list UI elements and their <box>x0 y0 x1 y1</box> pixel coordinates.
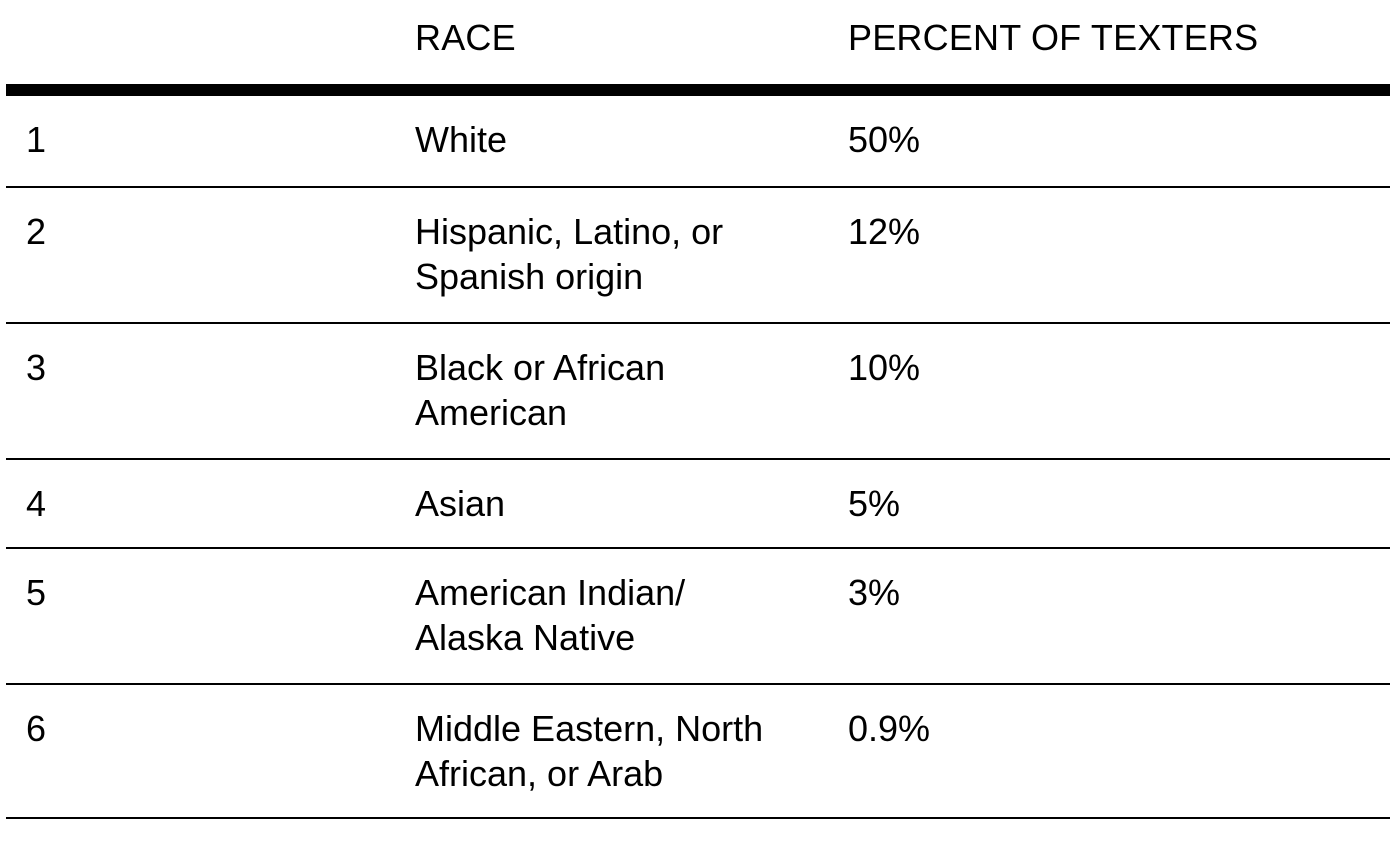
table-header-row: RACE PERCENT OF TEXTERS <box>6 0 1390 96</box>
row-race: White <box>415 119 508 160</box>
row-race: Asian <box>415 483 506 524</box>
row-race: Black or African American <box>415 347 666 433</box>
row-percent: 0.9% <box>848 708 931 749</box>
table-row: 4 Asian 5% <box>6 460 1390 549</box>
row-number: 3 <box>26 347 47 388</box>
row-race: Middle Eastern, North African, or Arab <box>415 708 764 794</box>
row-number: 2 <box>26 211 47 252</box>
row-number: 1 <box>26 119 47 160</box>
race-percent-table: RACE PERCENT OF TEXTERS 1 White 50% 2 Hi… <box>6 0 1390 819</box>
row-percent: 3% <box>848 572 901 613</box>
header-percent: PERCENT OF TEXTERS <box>848 17 1259 58</box>
header-race: RACE <box>415 17 516 58</box>
table-row: 3 Black or African American 10% <box>6 324 1390 460</box>
row-percent: 50% <box>848 119 921 160</box>
row-percent: 5% <box>848 483 901 524</box>
row-number: 6 <box>26 708 47 749</box>
table-row: 2 Hispanic, Latino, or Spanish origin 12… <box>6 188 1390 324</box>
table-row: 6 Middle Eastern, North African, or Arab… <box>6 685 1390 819</box>
table-row: 1 White 50% <box>6 96 1390 188</box>
row-race: Hispanic, Latino, or Spanish origin <box>415 211 724 297</box>
table-row: 5 American Indian/ Alaska Native 3% <box>6 549 1390 685</box>
row-percent: 10% <box>848 347 921 388</box>
row-percent: 12% <box>848 211 921 252</box>
row-number: 4 <box>26 483 47 524</box>
row-number: 5 <box>26 572 47 613</box>
row-race: American Indian/ Alaska Native <box>415 572 686 658</box>
